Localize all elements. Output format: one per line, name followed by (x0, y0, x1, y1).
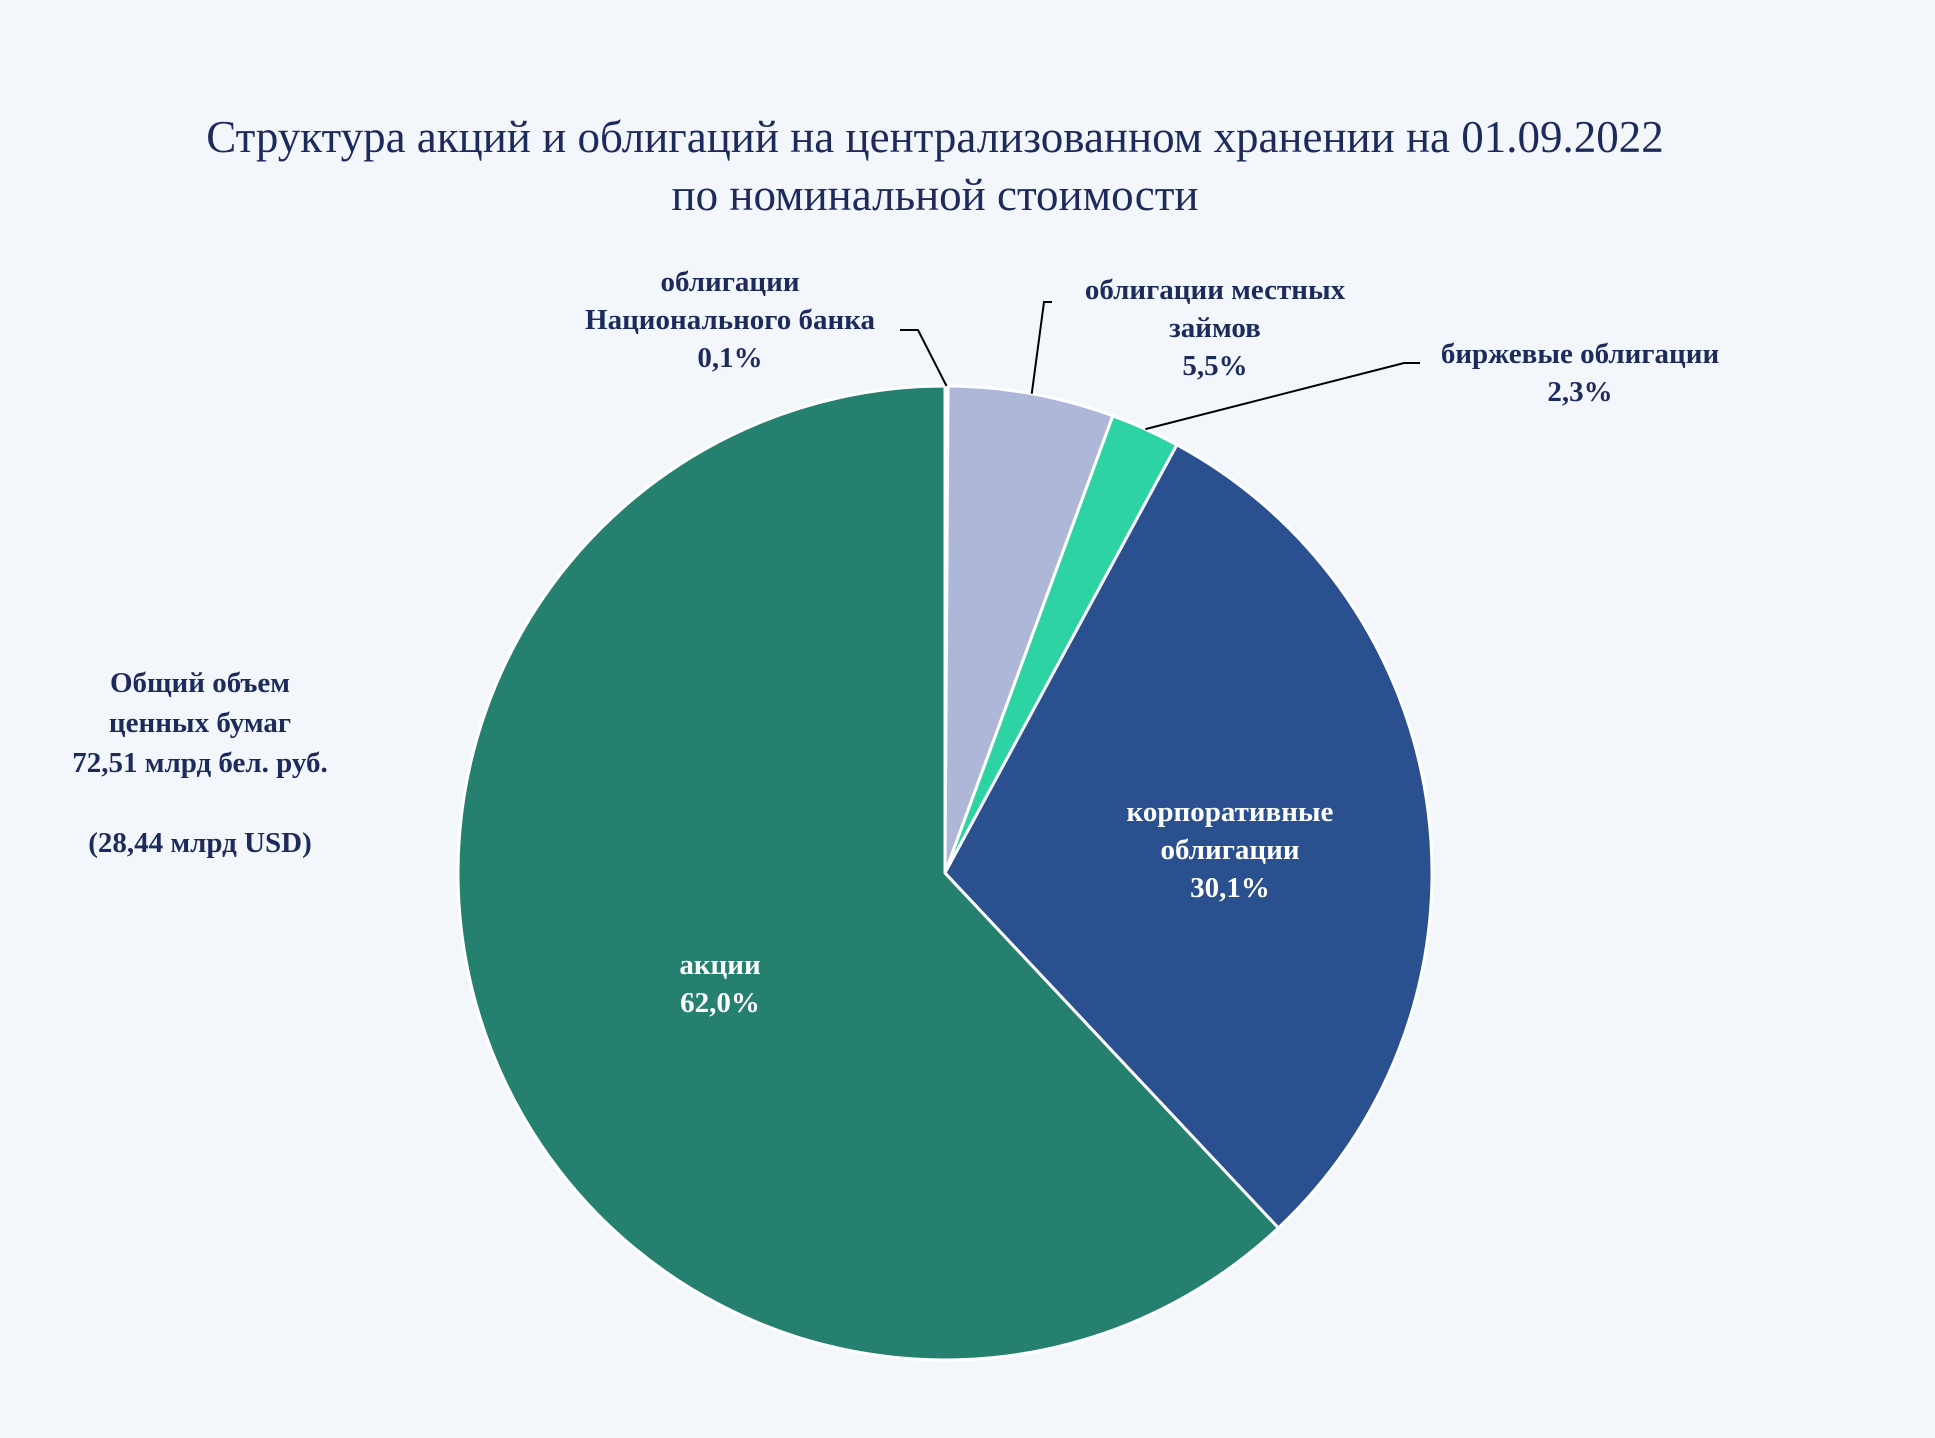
slice-label-local-loan-bonds: облигации местных займов 5,5% (1055, 271, 1375, 385)
slice-value-label: 2,3% (1547, 376, 1613, 408)
total-volume-note: Общий объем ценных бумаг 72,51 млрд бел.… (30, 663, 370, 863)
slice-label-line: корпоративные (1126, 796, 1334, 828)
slice-label-exchange-bonds: биржевые облигации 2,3% (1415, 335, 1745, 411)
slice-label-line: акции (679, 949, 761, 981)
total-note-line-2: ценных бумаг (108, 707, 292, 739)
chart-title-line-1: Структура акций и облигаций на централиз… (206, 112, 1664, 162)
pie-slice-shares (456, 384, 1281, 1362)
total-note-line-3: 72,51 млрд бел. руб. (72, 747, 328, 779)
slice-label-line: биржевые облигации (1440, 338, 1720, 370)
slice-label-national-bank-bonds: облигации Национального банка 0,1% (560, 263, 900, 377)
slice-label-line: Национального банка (585, 304, 875, 336)
chart-title: Структура акций и облигаций на централиз… (0, 108, 1870, 224)
total-note-spacer (30, 783, 370, 823)
leader-line-local-loan-bonds (1030, 301, 1052, 394)
chart-title-line-2: по номинальной стоимости (671, 170, 1199, 220)
slice-value-label: 5,5% (1182, 350, 1248, 382)
pie-slice-local-loan-bonds (943, 384, 1115, 874)
slice-label-line: облигации местных (1084, 274, 1346, 306)
slice-value-label: 0,1% (697, 342, 763, 374)
total-note-line-1: Общий объем (109, 667, 291, 699)
slice-value-label: 62,0% (680, 987, 760, 1019)
slice-value-label: 30,1% (1190, 872, 1270, 904)
slice-label-shares: акции 62,0% (600, 946, 840, 1022)
slice-label-line: облигации (1160, 834, 1300, 866)
pie-slice-corporate-bonds (943, 442, 1434, 1231)
leader-line-exchange-bonds (1145, 362, 1420, 431)
slice-label-corporate-bonds: корпоративные облигации 30,1% (1080, 793, 1380, 907)
leader-line-national-bank-bonds (900, 329, 948, 387)
slice-label-line: займов (1169, 312, 1261, 344)
slice-label-line: облигации (660, 266, 800, 298)
total-note-line-4: (28,44 млрд USD) (88, 827, 312, 859)
